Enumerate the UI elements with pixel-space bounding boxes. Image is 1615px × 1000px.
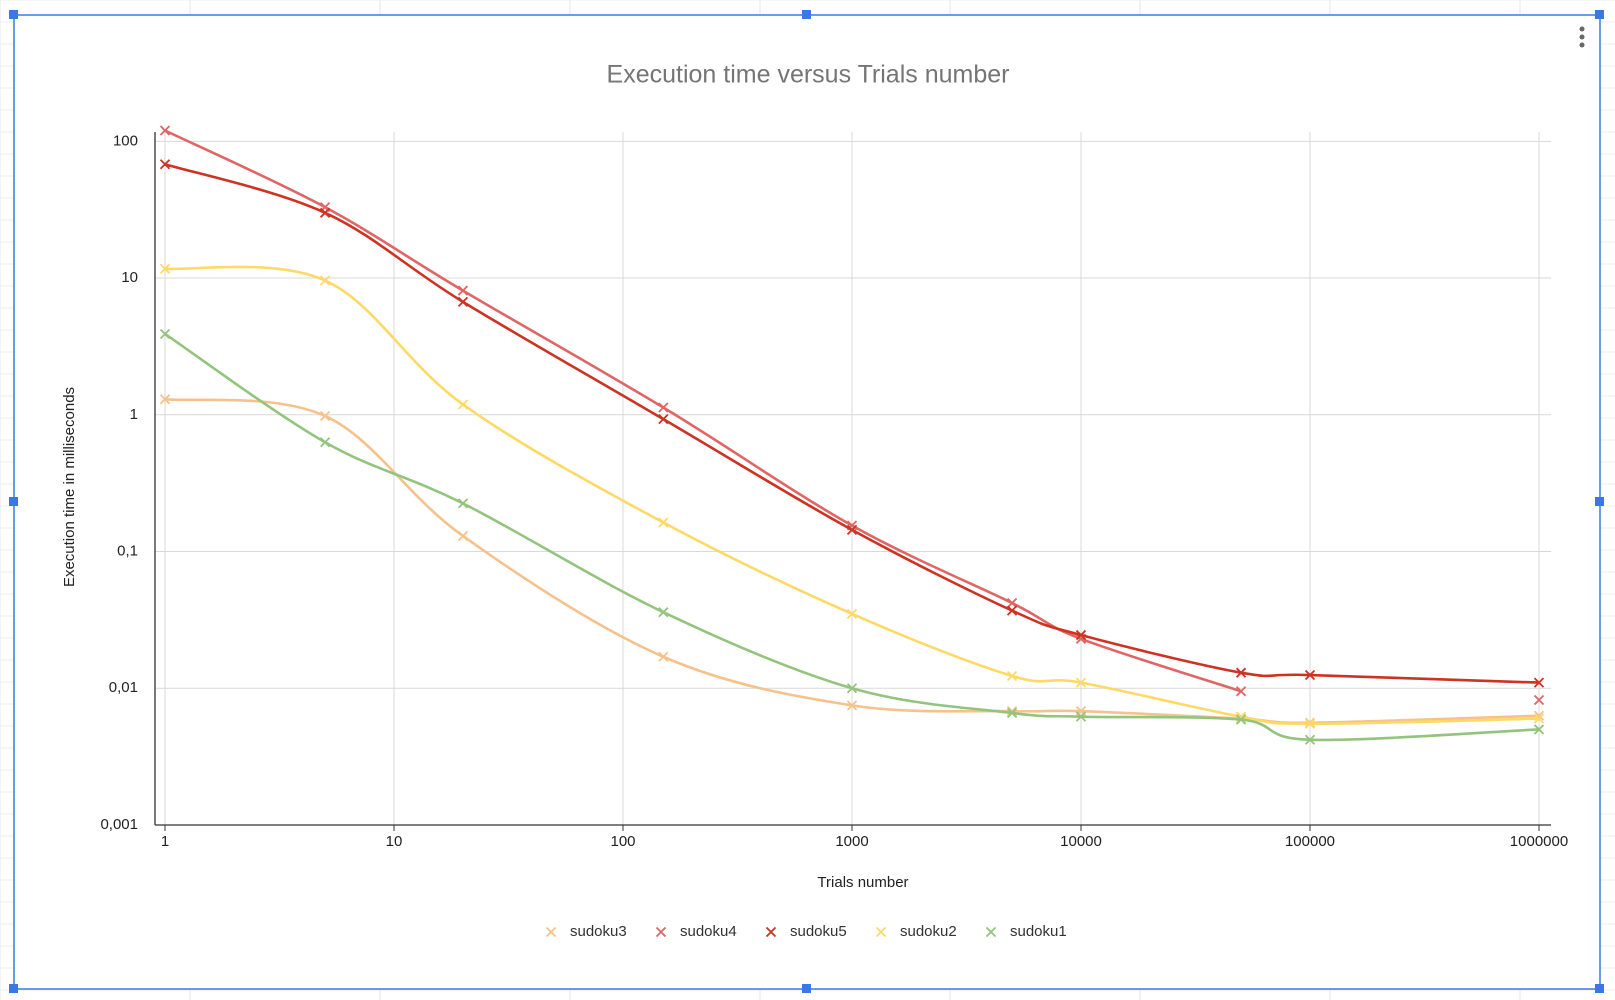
x-tick-label: 10000	[1060, 833, 1102, 850]
legend-marker	[875, 926, 887, 938]
data-point	[846, 683, 858, 694]
grid: 100 10 1 0,1 0,01 0,001 1 10 100 1000 10000 100000 1…	[100, 132, 1568, 850]
data-point	[457, 530, 469, 542]
data-point	[1075, 711, 1087, 722]
data-point	[1235, 714, 1247, 725]
data-point	[1533, 713, 1545, 724]
data-point	[159, 159, 171, 170]
chart-title: Execution time versus Trials number	[607, 61, 1010, 89]
menu-button[interactable]	[1579, 26, 1585, 48]
series-line	[164, 332, 1540, 742]
legend-marker	[765, 926, 777, 938]
data-point	[658, 651, 669, 662]
data-point	[1533, 724, 1545, 735]
plot-area	[159, 125, 1545, 745]
data-point	[1235, 667, 1247, 678]
data-point	[1533, 694, 1545, 706]
series-line	[164, 162, 1540, 684]
data-point	[1006, 707, 1018, 719]
data-point	[319, 437, 331, 448]
data-point	[159, 328, 171, 340]
data-point	[1304, 718, 1316, 729]
data-point	[1304, 734, 1316, 745]
legend-label: sudoku3	[570, 923, 627, 940]
data-point	[658, 517, 669, 528]
data-point	[658, 413, 669, 425]
data-point	[846, 608, 858, 620]
y-tick-label: 100	[113, 132, 138, 149]
data-point	[319, 207, 331, 218]
y-tick-label: 0,001	[100, 816, 138, 833]
x-tick-label: 1000	[835, 833, 868, 850]
legend-label: sudoku4	[680, 923, 737, 940]
data-point	[1006, 597, 1018, 609]
data-point	[1235, 686, 1247, 697]
legend: sudoku3 sudoku4 sudoku5 sudoku2 sudoku1	[545, 923, 1067, 940]
data-point	[457, 296, 469, 307]
y-tick-label: 1	[130, 406, 138, 423]
data-point	[1075, 629, 1087, 641]
data-point	[1006, 670, 1018, 682]
data-point	[319, 410, 331, 422]
chart-frame[interactable]	[13, 14, 1601, 990]
x-tick-label: 10	[386, 833, 403, 850]
data-point	[159, 394, 171, 405]
legend-label: sudoku1	[1010, 923, 1067, 940]
data-point	[1304, 669, 1316, 681]
legend-marker	[985, 926, 997, 938]
data-point	[846, 524, 858, 536]
data-point	[1006, 605, 1018, 616]
data-point	[319, 275, 331, 286]
legend-marker	[655, 926, 667, 938]
data-point	[658, 402, 669, 413]
x-tick-label: 1	[161, 833, 169, 850]
data-point	[846, 700, 858, 711]
x-tick-label: 1000000	[1510, 833, 1568, 850]
series-line	[164, 265, 1540, 726]
resize-handles[interactable]	[9, 10, 1604, 993]
data-point	[159, 263, 171, 274]
x-tick-label: 100	[610, 833, 635, 850]
data-point	[457, 498, 469, 509]
y-tick-label: 0,1	[117, 542, 138, 559]
y-tick-label: 10	[121, 269, 138, 286]
y-tick-label: 0,01	[109, 679, 138, 696]
legend-marker	[545, 926, 557, 938]
y-axis-label: Execution time in milliseconds	[61, 387, 78, 587]
data-point	[159, 125, 171, 136]
x-tick-label: 100000	[1285, 833, 1335, 850]
legend-label: sudoku2	[900, 923, 957, 940]
x-axis-label: Trials number	[817, 874, 908, 891]
data-point	[1075, 677, 1087, 688]
data-point	[457, 399, 469, 410]
data-point	[457, 285, 469, 296]
legend-label: sudoku5	[790, 923, 847, 940]
data-point	[658, 607, 669, 618]
data-point	[1533, 677, 1545, 688]
